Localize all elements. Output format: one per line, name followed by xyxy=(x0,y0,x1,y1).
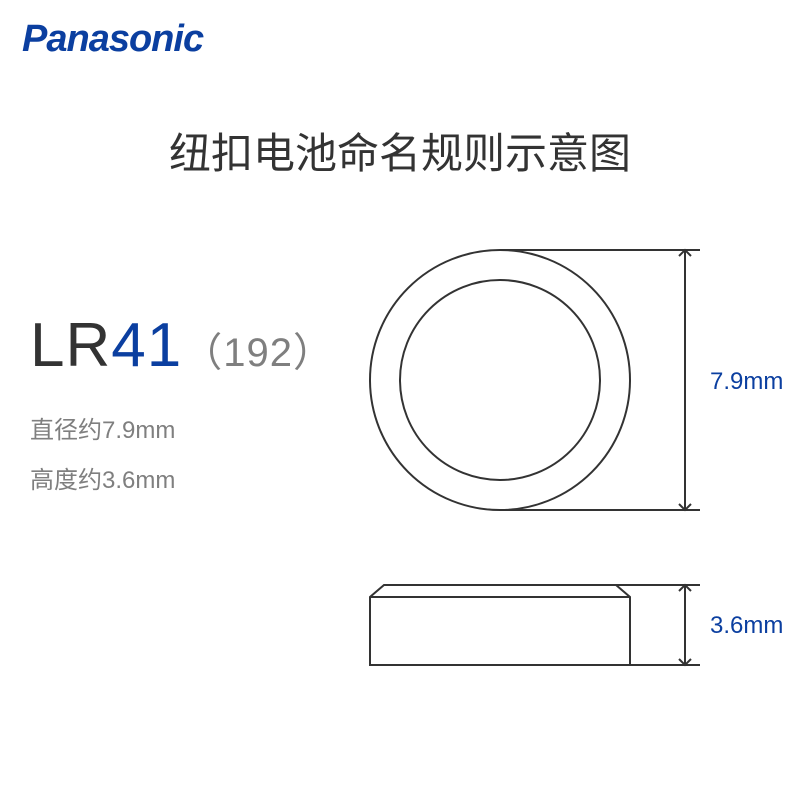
height-dimension-label: 3.6mm xyxy=(710,612,783,640)
battery-side-view xyxy=(0,0,800,800)
